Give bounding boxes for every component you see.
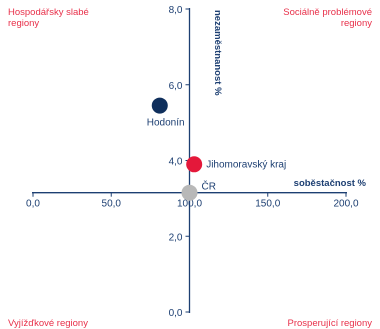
y-tick-label: 8,0 — [169, 5, 183, 16]
x-tick-label: 150,0 — [255, 199, 280, 210]
data-point — [186, 156, 203, 173]
quadrant-label-bottom-right: Prosperující regiony — [288, 318, 373, 329]
data-point-label: ČR — [202, 180, 216, 193]
quadrant-label-top-right-line1: Sociálně problémové — [283, 7, 372, 18]
y-tick-label: 0,0 — [169, 308, 183, 319]
x-tick-label: 50,0 — [102, 199, 122, 210]
quadrant-label-top-left-line1: Hospodářsky slabé — [8, 7, 89, 18]
y-tick-label: 2,0 — [169, 232, 183, 243]
y-tick-label: 4,0 — [169, 157, 183, 168]
x-tick-label: 0,0 — [26, 199, 40, 210]
data-point-label: Hodonín — [147, 118, 185, 129]
x-axis-title: soběstačnost % — [294, 178, 367, 189]
data-point-label: Jihomoravský kraj — [206, 159, 286, 170]
y-axis-ticks: 0,0 2,0 4,0 6,0 8,0 — [169, 5, 190, 319]
data-points: Hodonín Jihomoravský kraj ČR — [147, 97, 286, 201]
y-axis-title: nezaměstnanost % — [212, 10, 223, 96]
data-point — [181, 184, 198, 201]
quadrant-label-bottom-left: Vyjížďkové regiony — [8, 318, 88, 329]
y-tick-label: 6,0 — [169, 81, 183, 92]
quadrant-label-top-right-line2: regiony — [341, 18, 372, 29]
x-tick-label: 200,0 — [333, 199, 358, 210]
quadrant-label-top-left-line2: regiony — [8, 18, 39, 29]
data-point — [151, 97, 168, 114]
x-tick-label: 100,0 — [177, 199, 202, 210]
